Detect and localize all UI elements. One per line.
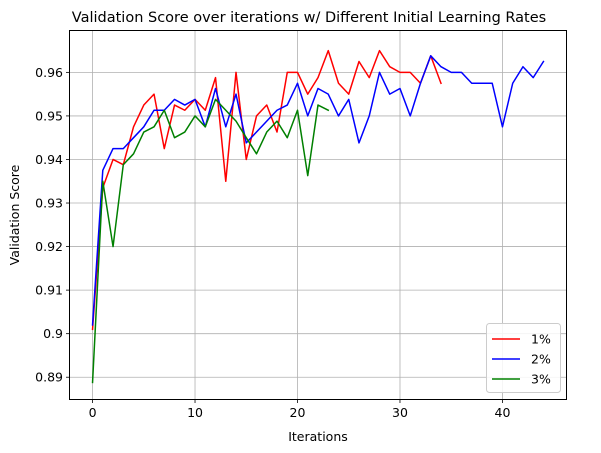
y-tick-label: 0.94 [35, 152, 63, 167]
series-line-1 [91, 49, 442, 331]
x-tick-label: 0 [89, 405, 97, 420]
legend: 1% 2% 3% [486, 323, 561, 393]
series-layer [91, 49, 545, 384]
x-tick-label: 10 [187, 405, 203, 420]
grid-lines [70, 31, 566, 399]
y-tick-label: 0.91 [35, 283, 63, 298]
legend-box [486, 323, 561, 393]
x-tick-label: 30 [392, 405, 408, 420]
x-axis-title: Iterations [288, 429, 348, 444]
y-tick-label: 0.95 [35, 108, 63, 123]
y-tick-label: 0.96 [35, 65, 63, 80]
legend-label-1: 1% [531, 332, 551, 347]
y-tick-label: 0.93 [35, 196, 63, 211]
series-line-2 [91, 55, 545, 326]
y-tick-label: 0.89 [35, 370, 63, 385]
legend-label-3: 3% [531, 372, 551, 387]
x-tick-label: 40 [495, 405, 511, 420]
series-line-3 [91, 98, 330, 384]
legend-label-2: 2% [531, 352, 551, 367]
y-tick-label: 0.9 [43, 326, 63, 341]
x-tick-label: 20 [290, 405, 306, 420]
y-tick-label: 0.92 [35, 239, 63, 254]
chart-title: Validation Score over iterations w/ Diff… [72, 10, 546, 26]
plot-frame [69, 30, 567, 400]
axis-ticks: 0 10 20 30 40 0.89 0.9 0.91 0.92 0.93 0.94 0.95 0.96 [35, 65, 510, 420]
y-axis-title: Validation Score [7, 164, 22, 265]
